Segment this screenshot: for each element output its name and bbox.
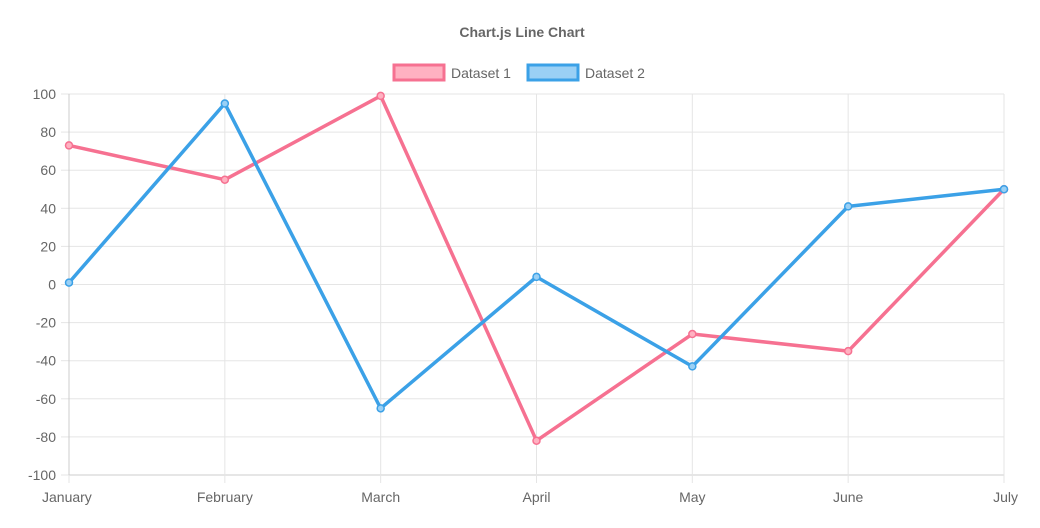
x-tick-label: March <box>361 489 400 505</box>
legend: Dataset 1 Dataset 2 <box>392 63 645 82</box>
y-tick-label: -40 <box>36 353 56 369</box>
data-point[interactable] <box>220 99 230 108</box>
data-point[interactable] <box>688 362 697 371</box>
data-point[interactable] <box>376 404 385 413</box>
data-point[interactable] <box>532 436 541 445</box>
y-tick-label: 20 <box>40 238 56 254</box>
y-tick-label: 40 <box>40 200 56 216</box>
x-tick-label: January <box>42 489 92 505</box>
chart-title: Chart.js Line Chart <box>459 24 585 40</box>
legend-item-1[interactable]: Dataset 1 <box>392 63 511 82</box>
data-point[interactable] <box>220 175 230 184</box>
y-tick-label: -20 <box>36 315 56 331</box>
data-point[interactable] <box>376 91 385 101</box>
y-tick-label: -80 <box>36 429 56 445</box>
y-tick-label: -100 <box>28 467 56 483</box>
legend-label: Dataset 2 <box>585 65 645 81</box>
data-point[interactable] <box>64 278 74 287</box>
data-point[interactable] <box>64 141 74 150</box>
x-tick-label: May <box>679 489 705 505</box>
x-tick-label: June <box>833 489 864 505</box>
series-1 <box>64 91 1009 445</box>
series-2 <box>64 99 1009 413</box>
data-point[interactable] <box>999 185 1009 194</box>
x-tick-label: February <box>197 489 253 505</box>
y-tick-label: 80 <box>40 124 56 140</box>
data-point[interactable] <box>843 202 853 211</box>
series-group <box>64 91 1009 445</box>
legend-label: Dataset 1 <box>451 65 511 81</box>
data-point[interactable] <box>688 329 697 339</box>
x-tick-label: April <box>522 489 550 505</box>
x-axis-ticks: January February March April May June July <box>42 489 1018 505</box>
x-tick-label: July <box>993 489 1018 505</box>
legend-swatch <box>526 63 580 82</box>
grid <box>61 93 1005 483</box>
legend-swatch <box>392 63 446 82</box>
y-tick-label: 60 <box>40 162 56 178</box>
y-tick-label: -60 <box>36 391 56 407</box>
y-tick-label: 100 <box>33 86 57 102</box>
y-tick-label: 0 <box>48 277 56 293</box>
data-point[interactable] <box>532 272 541 282</box>
y-axis-ticks: 100 80 60 40 20 0 -20 -40 -60 -80 -100 <box>28 86 56 483</box>
data-point[interactable] <box>843 346 853 356</box>
legend-item-2[interactable]: Dataset 2 <box>526 63 645 82</box>
